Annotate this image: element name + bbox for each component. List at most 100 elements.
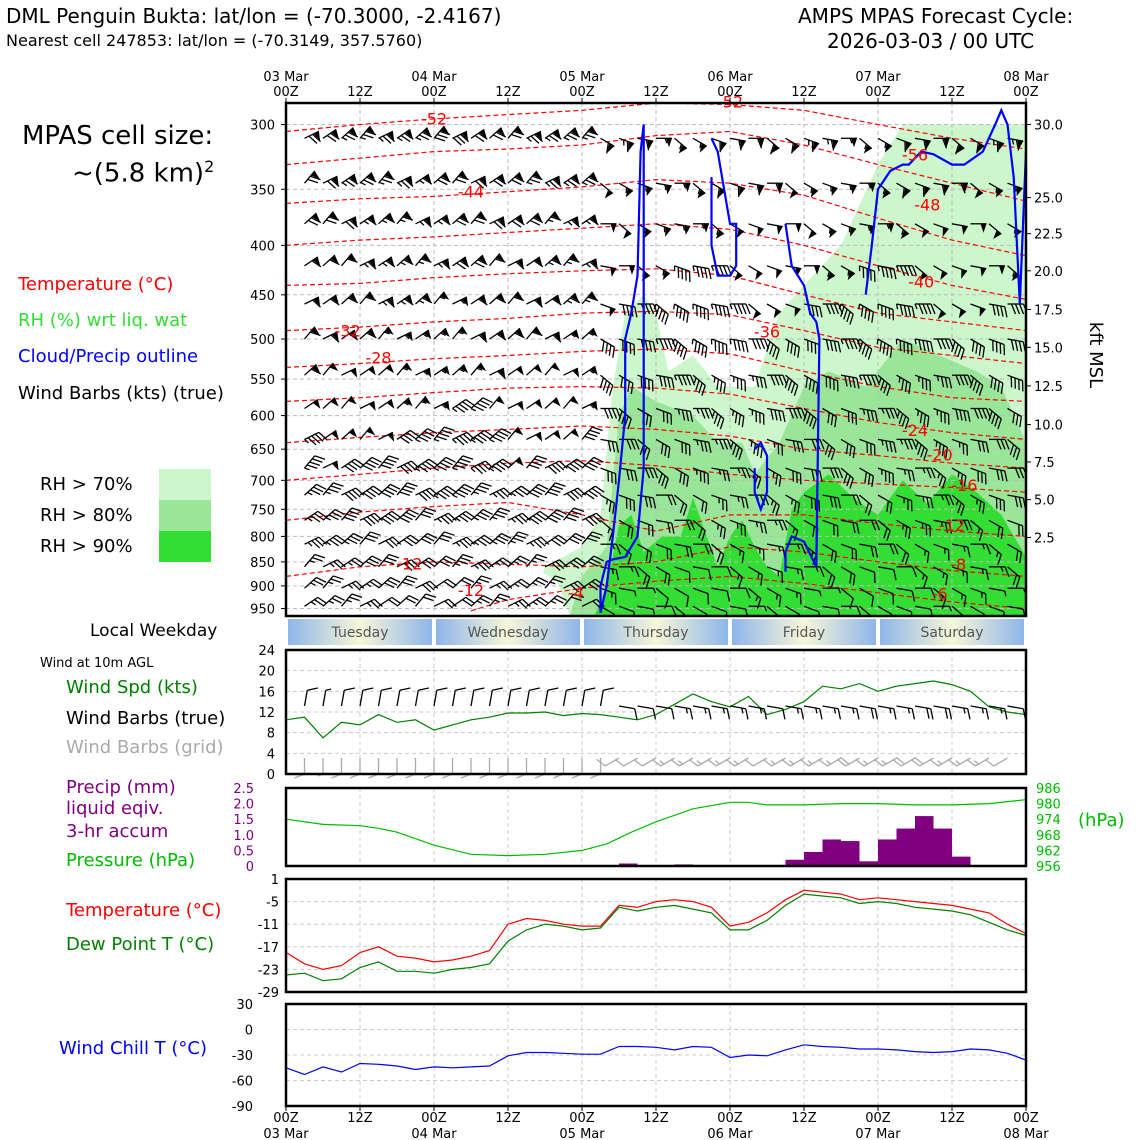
wind-barb (322, 331, 340, 343)
barb-flag (404, 298, 414, 306)
barb-pennant (665, 227, 672, 237)
barb-pennant (794, 307, 801, 317)
wind-barb (915, 467, 936, 479)
barb-flag (418, 436, 429, 443)
barb-flag (372, 485, 383, 493)
barb-pennant (331, 295, 339, 305)
barb-flag (807, 340, 809, 352)
wind-barb (396, 397, 413, 409)
barb-pennant (808, 230, 817, 240)
barb-flag (651, 380, 654, 392)
wind-barb (859, 543, 879, 558)
wind-barb (784, 374, 799, 396)
barb-flag (855, 549, 858, 561)
barb-flag (344, 134, 356, 141)
barb-flag (829, 303, 836, 315)
barb-flag (452, 137, 462, 146)
barb-flag (518, 600, 528, 609)
barb-staff (544, 397, 558, 409)
barb-flag (418, 492, 428, 502)
barb-flag (809, 416, 814, 427)
temperature-contour (286, 223, 1026, 300)
pressure-tick-label: 500 (250, 333, 275, 348)
wind-barb (895, 265, 918, 277)
barb-halfflag (307, 541, 313, 547)
barb-halfflag (1004, 590, 1007, 597)
wind-barb (933, 543, 950, 561)
barb-halfflag (714, 439, 719, 445)
barb-flag (903, 265, 910, 277)
barb-flag (640, 376, 643, 388)
wind-barb (304, 576, 327, 589)
barb-pennant (516, 258, 524, 269)
barb-flag (608, 501, 612, 512)
barb-flag (501, 532, 512, 539)
bottom-hour-label: 00Z (421, 1111, 447, 1126)
barb-flag (380, 464, 392, 470)
wind10-header: Wind at 10m AGL (40, 656, 154, 671)
barb-halfflag (729, 303, 733, 310)
barb-flag (532, 515, 543, 523)
barb-flag (570, 177, 581, 185)
barb-flag (864, 346, 870, 358)
wind-barb (452, 399, 476, 413)
barb-flag (870, 374, 877, 386)
barb-staff (859, 467, 874, 477)
wind-barb (933, 338, 955, 350)
barb-flag (586, 537, 598, 543)
barb-flag (686, 596, 689, 607)
barb-staff (563, 507, 575, 521)
weekday-strip: Tuesday Wednesday Thursday Friday Saturday (288, 619, 1024, 645)
barb-flag (514, 332, 525, 339)
panel-frame (284, 101, 1028, 618)
barb-staff (748, 438, 763, 448)
barb-staff (970, 705, 987, 710)
barb-flag (745, 587, 751, 599)
barb-flag (479, 511, 490, 518)
barb-pennant (755, 270, 763, 281)
barb-staff (470, 460, 486, 469)
barb-flag (364, 537, 376, 543)
barb-staff (322, 559, 338, 568)
barb-flag (833, 303, 840, 315)
barb-staff (785, 338, 800, 348)
barb-pennant (813, 141, 820, 152)
barb-flag (667, 447, 671, 459)
barb-pennant (610, 223, 617, 233)
wind-barb (304, 431, 328, 446)
barb-flag (401, 581, 413, 587)
barb-flag (774, 374, 780, 386)
barb-flag (595, 512, 605, 522)
barb-flag (596, 758, 606, 767)
pressure-tick-label: 750 (250, 503, 275, 518)
barb-staff (378, 170, 390, 184)
barb-flag (555, 482, 566, 487)
wind-barb (415, 216, 433, 228)
barb-halfflag (849, 138, 853, 144)
barb-halfflag (737, 467, 741, 474)
barb-staff (674, 137, 688, 150)
barb-flag (349, 596, 360, 602)
barb-staff (415, 487, 431, 496)
barb-flag (573, 507, 585, 513)
barb-staff (919, 757, 934, 767)
barb-halfflag (364, 263, 369, 268)
barb-staff (378, 510, 393, 521)
barb-flag (310, 515, 321, 523)
barb-staff (637, 519, 653, 527)
wind-barb (544, 397, 561, 409)
barb-staff (840, 438, 856, 448)
wind-barb (322, 254, 340, 267)
wind-barb (452, 364, 469, 376)
barb-flag (474, 465, 484, 475)
barb-staff (396, 211, 408, 225)
wind-barb (507, 456, 524, 469)
barb-flag (685, 374, 692, 386)
barb-staff (859, 566, 875, 573)
barb-flag (978, 385, 984, 396)
barb-staff (452, 536, 468, 545)
barb-staff (359, 690, 364, 707)
barb-pennant (678, 144, 687, 154)
barb-flag (326, 134, 337, 143)
barb-halfflag (733, 376, 735, 382)
